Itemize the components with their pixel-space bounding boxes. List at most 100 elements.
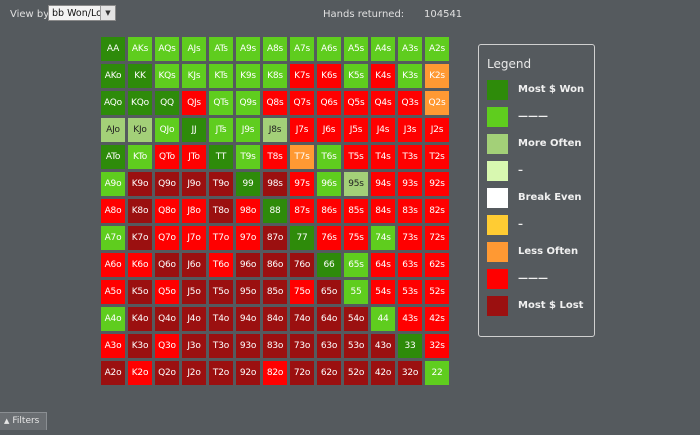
hand-cell[interactable]: 83s xyxy=(398,199,422,223)
hand-cell[interactable]: A3s xyxy=(398,37,422,61)
hand-cell[interactable]: T3s xyxy=(398,145,422,169)
hand-cell[interactable]: Q9o xyxy=(155,172,179,196)
hand-cell[interactable]: TT xyxy=(209,145,233,169)
hand-cell[interactable]: J7s xyxy=(290,118,314,142)
hand-cell[interactable]: J4o xyxy=(182,307,206,331)
hand-cell[interactable]: K3o xyxy=(128,334,152,358)
hand-cell[interactable]: 63o xyxy=(317,334,341,358)
hand-cell[interactable]: 52s xyxy=(425,280,449,304)
hand-cell[interactable]: 83o xyxy=(263,334,287,358)
hand-cell[interactable]: 44 xyxy=(371,307,395,331)
hand-cell[interactable]: 43o xyxy=(371,334,395,358)
hand-cell[interactable]: 75s xyxy=(344,226,368,250)
hand-cell[interactable]: A4o xyxy=(101,307,125,331)
hand-cell[interactable]: Q3o xyxy=(155,334,179,358)
hand-cell[interactable]: 82s xyxy=(425,199,449,223)
hand-cell[interactable]: J9o xyxy=(182,172,206,196)
hand-cell[interactable]: T5s xyxy=(344,145,368,169)
hand-cell[interactable]: T8o xyxy=(209,199,233,223)
hand-cell[interactable]: K5o xyxy=(128,280,152,304)
hand-cell[interactable]: Q8s xyxy=(263,91,287,115)
hand-cell[interactable]: 65o xyxy=(317,280,341,304)
hand-cell[interactable]: AJo xyxy=(101,118,125,142)
hand-cell[interactable]: T2s xyxy=(425,145,449,169)
chevron-down-icon[interactable]: ▼ xyxy=(100,6,115,20)
hand-cell[interactable]: KTs xyxy=(209,64,233,88)
hand-cell[interactable]: 88 xyxy=(263,199,287,223)
hand-cell[interactable]: 54s xyxy=(371,280,395,304)
filters-toggle[interactable]: ▲ Filters xyxy=(0,412,47,430)
hand-cell[interactable]: 87o xyxy=(263,226,287,250)
hand-cell[interactable]: AKo xyxy=(101,64,125,88)
hand-cell[interactable]: K9o xyxy=(128,172,152,196)
hand-cell[interactable]: J2s xyxy=(425,118,449,142)
hand-cell[interactable]: 55 xyxy=(344,280,368,304)
hand-cell[interactable]: KTo xyxy=(128,145,152,169)
hand-cell[interactable]: K9s xyxy=(236,64,260,88)
hand-cell[interactable]: J8s xyxy=(263,118,287,142)
hand-cell[interactable]: 43s xyxy=(398,307,422,331)
hand-cell[interactable]: A7o xyxy=(101,226,125,250)
hand-cell[interactable]: 53o xyxy=(344,334,368,358)
hand-cell[interactable]: ATo xyxy=(101,145,125,169)
hand-cell[interactable]: Q9s xyxy=(236,91,260,115)
hand-cell[interactable]: T2o xyxy=(209,361,233,385)
hand-cell[interactable]: K4o xyxy=(128,307,152,331)
hand-cell[interactable]: Q7o xyxy=(155,226,179,250)
hand-cell[interactable]: T6s xyxy=(317,145,341,169)
hand-cell[interactable]: K3s xyxy=(398,64,422,88)
hand-cell[interactable]: J9s xyxy=(236,118,260,142)
hand-cell[interactable]: K6s xyxy=(317,64,341,88)
hand-cell[interactable]: K7o xyxy=(128,226,152,250)
hand-cell[interactable]: 84o xyxy=(263,307,287,331)
hand-cell[interactable]: K4s xyxy=(371,64,395,88)
hand-cell[interactable]: 75o xyxy=(290,280,314,304)
hand-cell[interactable]: JTs xyxy=(209,118,233,142)
hand-cell[interactable]: 95s xyxy=(344,172,368,196)
hand-cell[interactable]: Q7s xyxy=(290,91,314,115)
hand-cell[interactable]: J5s xyxy=(344,118,368,142)
hand-cell[interactable]: 97o xyxy=(236,226,260,250)
hand-cell[interactable]: JTo xyxy=(182,145,206,169)
hand-cell[interactable]: A9o xyxy=(101,172,125,196)
hand-cell[interactable]: K8s xyxy=(263,64,287,88)
hand-cell[interactable]: J5o xyxy=(182,280,206,304)
hand-cell[interactable]: 73o xyxy=(290,334,314,358)
hand-cell[interactable]: Q4o xyxy=(155,307,179,331)
hand-cell[interactable]: 87s xyxy=(290,199,314,223)
hand-cell[interactable]: A3o xyxy=(101,334,125,358)
hand-cell[interactable]: T4s xyxy=(371,145,395,169)
hand-cell[interactable]: 93s xyxy=(398,172,422,196)
hand-cell[interactable]: Q3s xyxy=(398,91,422,115)
hand-cell[interactable]: 97s xyxy=(290,172,314,196)
hand-cell[interactable]: A2o xyxy=(101,361,125,385)
hand-cell[interactable]: 63s xyxy=(398,253,422,277)
hand-cell[interactable]: 86s xyxy=(317,199,341,223)
hand-cell[interactable]: 66 xyxy=(317,253,341,277)
hand-cell[interactable]: J6s xyxy=(317,118,341,142)
hand-cell[interactable]: 85s xyxy=(344,199,368,223)
hand-cell[interactable]: 96s xyxy=(317,172,341,196)
hand-cell[interactable]: 53s xyxy=(398,280,422,304)
hand-cell[interactable]: Q5s xyxy=(344,91,368,115)
hand-cell[interactable]: K2o xyxy=(128,361,152,385)
hand-cell[interactable]: 76o xyxy=(290,253,314,277)
hand-cell[interactable]: Q6s xyxy=(317,91,341,115)
hand-cell[interactable]: QQ xyxy=(155,91,179,115)
hand-cell[interactable]: T3o xyxy=(209,334,233,358)
hand-cell[interactable]: AQs xyxy=(155,37,179,61)
hand-cell[interactable]: 42s xyxy=(425,307,449,331)
hand-cell[interactable]: K5s xyxy=(344,64,368,88)
hand-cell[interactable]: 42o xyxy=(371,361,395,385)
hand-cell[interactable]: 22 xyxy=(425,361,449,385)
hand-cell[interactable]: 94s xyxy=(371,172,395,196)
hand-cell[interactable]: 86o xyxy=(263,253,287,277)
hand-cell[interactable]: AQo xyxy=(101,91,125,115)
hand-cell[interactable]: 73s xyxy=(398,226,422,250)
hand-cell[interactable]: A8o xyxy=(101,199,125,223)
hand-cell[interactable]: ATs xyxy=(209,37,233,61)
hand-cell[interactable]: 99 xyxy=(236,172,260,196)
hand-cell[interactable]: 94o xyxy=(236,307,260,331)
hand-cell[interactable]: 93o xyxy=(236,334,260,358)
hand-cell[interactable]: JJ xyxy=(182,118,206,142)
